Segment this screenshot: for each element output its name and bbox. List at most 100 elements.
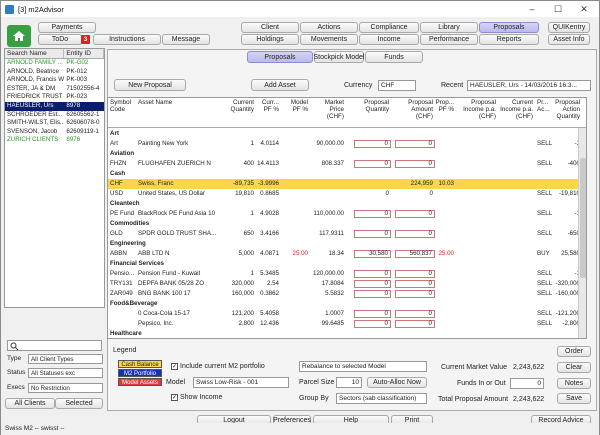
client-row[interactable]: SMITH-WILST, Elis... 62606078-0 — [5, 119, 104, 128]
proposal-amount-input[interactable] — [395, 320, 435, 328]
tab-message[interactable]: Message — [162, 34, 210, 45]
asset-row[interactable]: ZAR049 BNG BANK 100 17 160,000 0.3862 5.5832… — [108, 289, 586, 299]
column-header-qty[interactable]: Current Quantity — [230, 99, 254, 113]
all-clients-button[interactable]: All Clients — [5, 398, 55, 409]
rebalance-select[interactable]: Rebalance to selected Model — [299, 361, 427, 372]
maximize-button[interactable]: ☐ — [553, 3, 563, 14]
column-header-mp[interactable]: Market Price (CHF) — [324, 99, 344, 120]
tab-reports[interactable]: Reports — [479, 34, 539, 45]
client-row[interactable]: HAEUSLER, Urs 8978 — [5, 101, 104, 111]
notes-button[interactable]: Notes — [557, 378, 591, 389]
column-header-sym[interactable]: Symbol Code — [110, 99, 131, 113]
proposal-quantity-input[interactable] — [354, 140, 391, 148]
column-header-ppf[interactable]: Prop... PF % — [435, 99, 454, 113]
selected-clients-button[interactable]: Selected — [55, 398, 103, 409]
close-button[interactable]: ✕ — [580, 3, 588, 14]
currency-select[interactable]: CHF — [378, 80, 416, 91]
asset-info-button[interactable]: Asset Info — [548, 34, 590, 45]
column-header-pr[interactable]: Pr... Ac... — [537, 99, 550, 113]
asset-row[interactable]: Pensio... Pension Fund - Kuwait 1 5.3485 120… — [108, 269, 586, 279]
proposal-quantity-input[interactable] — [354, 320, 391, 328]
save-button[interactable]: Save — [557, 393, 591, 404]
proposal-amount-input[interactable] — [395, 280, 435, 288]
tab-client[interactable]: Client — [241, 22, 299, 33]
proposal-amount-input[interactable] — [395, 310, 435, 318]
asset-row[interactable]: FHZN FLUGHAFEN ZUERICH N 400 14.4113 808.337… — [108, 159, 586, 169]
asset-row[interactable]: USD United States, US Dollar 19,810 0.8685 0… — [108, 189, 586, 199]
proposal-quantity-input[interactable] — [354, 290, 391, 298]
client-row[interactable]: FRIEDRICK TRUST PK-023 — [5, 93, 104, 102]
client-row[interactable]: SVENSON, Jacob 62609119-1 — [5, 128, 104, 137]
client-search-input[interactable] — [7, 340, 102, 351]
asset-row[interactable]: ABBN ABB LTD N 5,000 4.0871 25.00 18.34 30,580… — [108, 249, 586, 259]
proposal-quantity-input[interactable] — [354, 280, 391, 288]
column-header-pa[interactable]: Proposal Amount (CHF) — [408, 99, 433, 120]
proposal-amount-input[interactable] — [395, 140, 435, 148]
tab-income[interactable]: Income — [359, 34, 419, 45]
minimize-button[interactable]: – — [529, 4, 535, 14]
column-header-ci[interactable]: Current Income p.a. (CHF) — [500, 99, 533, 120]
client-row[interactable]: SCHROEDER Est... 62605562-1 — [5, 111, 104, 120]
tab-compliance[interactable]: Compliance — [359, 22, 419, 33]
asset-row[interactable]: PE Fund BlackRock PE Fund Asia 10 1 4.9028 1… — [108, 209, 586, 219]
proposal-amount-input[interactable] — [395, 290, 435, 298]
tab-proposals[interactable]: Proposals — [479, 22, 539, 33]
proposal-quantity-input[interactable] — [354, 270, 391, 278]
client-row[interactable]: ZURICH CLIENTS 8976 — [5, 136, 104, 145]
asset-row[interactable]: CHF Swiss, Franc -89,735 -3.9996 224,959 10.0… — [108, 179, 586, 189]
column-header-pq[interactable]: Proposal Quantity — [364, 99, 389, 113]
subtab-funds[interactable]: Funds — [365, 51, 423, 63]
proposal-amount-input[interactable] — [395, 270, 435, 278]
proposal-amount-input[interactable] — [395, 160, 435, 168]
column-header-pact[interactable]: Proposal Action Quantity — [555, 99, 580, 120]
auto-alloc-now-button[interactable]: Auto-Alloc Now — [367, 377, 427, 388]
column-header-entity-id[interactable]: Entity ID — [64, 49, 104, 58]
grid-scrollbar[interactable] — [578, 128, 586, 338]
tab-instructions[interactable]: Instructions — [93, 34, 161, 45]
asset-row[interactable]: TRY131 DEPFA BANK 05/28 ZO 320,000 2.54 17.8… — [108, 279, 586, 289]
new-proposal-button[interactable]: New Proposal — [114, 79, 186, 91]
asset-row[interactable]: GLD SPDR GOLD TRUST SHA... 650 3.4166 117.93… — [108, 229, 586, 239]
clear-button[interactable]: Clear — [557, 362, 591, 373]
order-button[interactable]: Order — [557, 346, 591, 357]
recent-proposal-select[interactable]: HAEUSLER, Urs - 14/03/2016 16:3... — [467, 80, 591, 91]
tab-actions[interactable]: Actions — [300, 22, 358, 33]
column-header-mpf[interactable]: Model PF % — [290, 99, 308, 113]
column-header-search-name[interactable]: Search Name — [5, 49, 65, 58]
scrollbar-thumb[interactable] — [580, 158, 586, 278]
execs-select[interactable]: No Restriction — [28, 383, 103, 393]
parcel-size-input[interactable]: 10 — [336, 377, 362, 388]
asset-row[interactable]: Art Painting New York 1 4.0114 90,000.00 0 0 SE… — [108, 139, 586, 149]
proposal-amount-input[interactable] — [395, 230, 435, 238]
subtab-proposals[interactable]: Proposals — [247, 51, 313, 63]
quikentry-button[interactable]: QUIKentry — [548, 22, 590, 33]
show-income-checkbox[interactable]: ✓ — [171, 394, 178, 401]
column-header-pi[interactable]: Proposal Income p.a. (CHF) — [463, 99, 496, 120]
subtab-stockpick-model[interactable]: Stockpick Model — [314, 51, 364, 63]
proposal-quantity-input[interactable] — [354, 230, 391, 238]
column-header-cpf[interactable]: Curr... PF % — [261, 99, 279, 113]
asset-row[interactable]: 0 Coca-Cola 15-17 121,200 5.4058 1.0007 0 0 SE… — [108, 309, 586, 319]
client-row[interactable]: ESTER, JA & DM 71502556-4 — [5, 85, 104, 94]
proposal-quantity-input[interactable] — [354, 160, 391, 168]
tab-performance[interactable]: Performance — [420, 34, 478, 45]
proposal-quantity-input[interactable] — [354, 310, 391, 318]
include-m2-portfolio-checkbox[interactable]: ✓ — [171, 363, 178, 370]
proposal-amount-input[interactable] — [395, 250, 435, 258]
add-asset-button[interactable]: Add Asset — [251, 79, 309, 91]
proposal-amount-input[interactable] — [395, 210, 435, 218]
tab-holdings[interactable]: Holdings — [241, 34, 299, 45]
proposal-quantity-input[interactable] — [354, 250, 391, 258]
funds-in-out-input[interactable]: 0 — [510, 378, 544, 389]
tab-library[interactable]: Library — [420, 22, 478, 33]
client-row[interactable]: ARNOLD FAMILY ... PK-G02 — [5, 59, 104, 68]
home-button[interactable] — [7, 25, 31, 47]
asset-row[interactable]: Pepsico, Inc. 2,800 12.436 99.6485 0 0 SELL -2,… — [108, 319, 586, 329]
column-header-name[interactable]: Asset Name — [138, 99, 173, 106]
model-select[interactable]: Swiss Low-Risk - 001 — [193, 377, 289, 388]
group-by-select[interactable]: Sectors (sab classification) — [336, 393, 427, 404]
client-row[interactable]: ARNOLD, Beatrice PK-012 — [5, 68, 104, 77]
type-select[interactable]: All Client Types — [28, 354, 103, 364]
client-row[interactable]: ARNOLD, Francis W PK-003 — [5, 76, 104, 85]
tab-movements[interactable]: Movements — [300, 34, 358, 45]
